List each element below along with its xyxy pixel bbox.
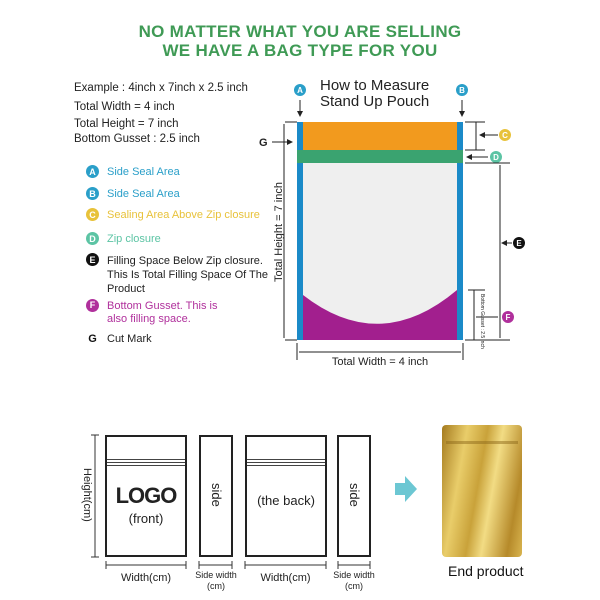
headline-line-2: WE HAVE A BAG TYPE FOR YOU — [162, 41, 438, 60]
zip-line — [247, 459, 325, 466]
end-product-image — [442, 425, 522, 557]
side-width-text: Side width — [333, 570, 375, 580]
svg-text:B: B — [459, 86, 465, 95]
svg-text:D: D — [493, 153, 499, 162]
width-label: Width(cm) — [120, 572, 172, 584]
legend-text: Side Seal Area — [107, 188, 180, 200]
svg-text:G: G — [259, 137, 268, 149]
side-label: side — [347, 483, 362, 507]
end-product-label: End product — [448, 563, 524, 579]
arrow-right-icon — [395, 476, 417, 502]
side-width-label: Side width (cm) — [190, 570, 242, 592]
example-dims: Example : 4inch x 7inch x 2.5 inch — [74, 82, 248, 94]
title-line-1: How to Measure — [320, 77, 430, 94]
diagram-title: How to Measure Stand Up Pouch — [320, 78, 429, 110]
front-label: (front) — [128, 511, 164, 526]
legend-g: G Cut Mark — [86, 332, 152, 346]
legend-text: Zip closure — [107, 233, 161, 245]
zip-closure — [297, 150, 463, 163]
title-line-2: Stand Up Pouch — [320, 93, 430, 110]
legend-e: E Filling Space Below Zip closure. This I… — [86, 253, 276, 296]
example-gusset: Bottom Gusset : 2.5 inch — [74, 133, 200, 145]
panel-front: LOGO (front) — [105, 435, 187, 557]
total-width-label: Total Width = 4 inch — [332, 356, 428, 368]
top-seal — [303, 122, 457, 150]
side-width-text: Side width — [195, 570, 237, 580]
badge-a-icon — [294, 84, 306, 96]
legend-d: D Zip closure — [86, 232, 161, 245]
badge-e-icon: E — [86, 253, 99, 266]
badge-a-icon: A — [86, 165, 99, 178]
example-height: Total Height = 7 inch — [74, 118, 179, 130]
badge-b-icon: B — [86, 187, 99, 200]
panel-back: (the back) — [245, 435, 327, 557]
side-width-unit: (cm) — [207, 581, 225, 591]
legend-text: Sealing Area Above Zip closure — [107, 209, 260, 221]
legend-text: Side Seal Area — [107, 166, 180, 178]
svg-text:C: C — [502, 131, 508, 140]
legend-c: C Sealing Area Above Zip closure — [86, 208, 260, 221]
panel-side-2: side — [337, 435, 371, 557]
svg-text:E: E — [516, 239, 522, 248]
gusset-dim-label: Bottom Gusset : 2.5 inch — [479, 294, 485, 349]
example-width: Total Width = 4 inch — [74, 101, 175, 113]
legend-b: B Side Seal Area — [86, 187, 180, 200]
svg-text:F: F — [506, 313, 511, 322]
legend-text: Cut Mark — [107, 333, 152, 345]
panel-side-1: side — [199, 435, 233, 557]
side-width-unit: (cm) — [345, 581, 363, 591]
svg-text:A: A — [297, 86, 303, 95]
headline-line-1: NO MATTER WHAT YOU ARE SELLING — [138, 22, 462, 41]
back-label: (the back) — [257, 493, 315, 508]
zip-line — [107, 459, 185, 466]
legend-text: Filling Space Below Zip closure. This Is… — [107, 255, 268, 295]
badge-b-icon — [456, 84, 468, 96]
zip-line — [446, 441, 518, 444]
total-height-label: Total Height = 7 inch — [273, 182, 285, 282]
badge-c-icon: C — [86, 208, 99, 221]
badge-f-icon: F — [86, 299, 99, 312]
width-label: Width(cm) — [260, 572, 311, 584]
logo-text: LOGO — [115, 483, 178, 508]
badge-d-icon: D — [86, 232, 99, 245]
side-label: side — [209, 483, 224, 507]
badge-g-icon: G — [88, 332, 97, 345]
legend-a: A Side Seal Area — [86, 165, 180, 178]
legend-f: F Bottom Gusset. This is also filling spa… — [86, 299, 236, 326]
side-width-label: Side width (cm) — [328, 570, 380, 592]
height-label: Height(cm) — [81, 468, 93, 522]
legend-text: Bottom Gusset. This is also filling spac… — [107, 300, 218, 325]
bottom-gusset — [303, 290, 457, 340]
